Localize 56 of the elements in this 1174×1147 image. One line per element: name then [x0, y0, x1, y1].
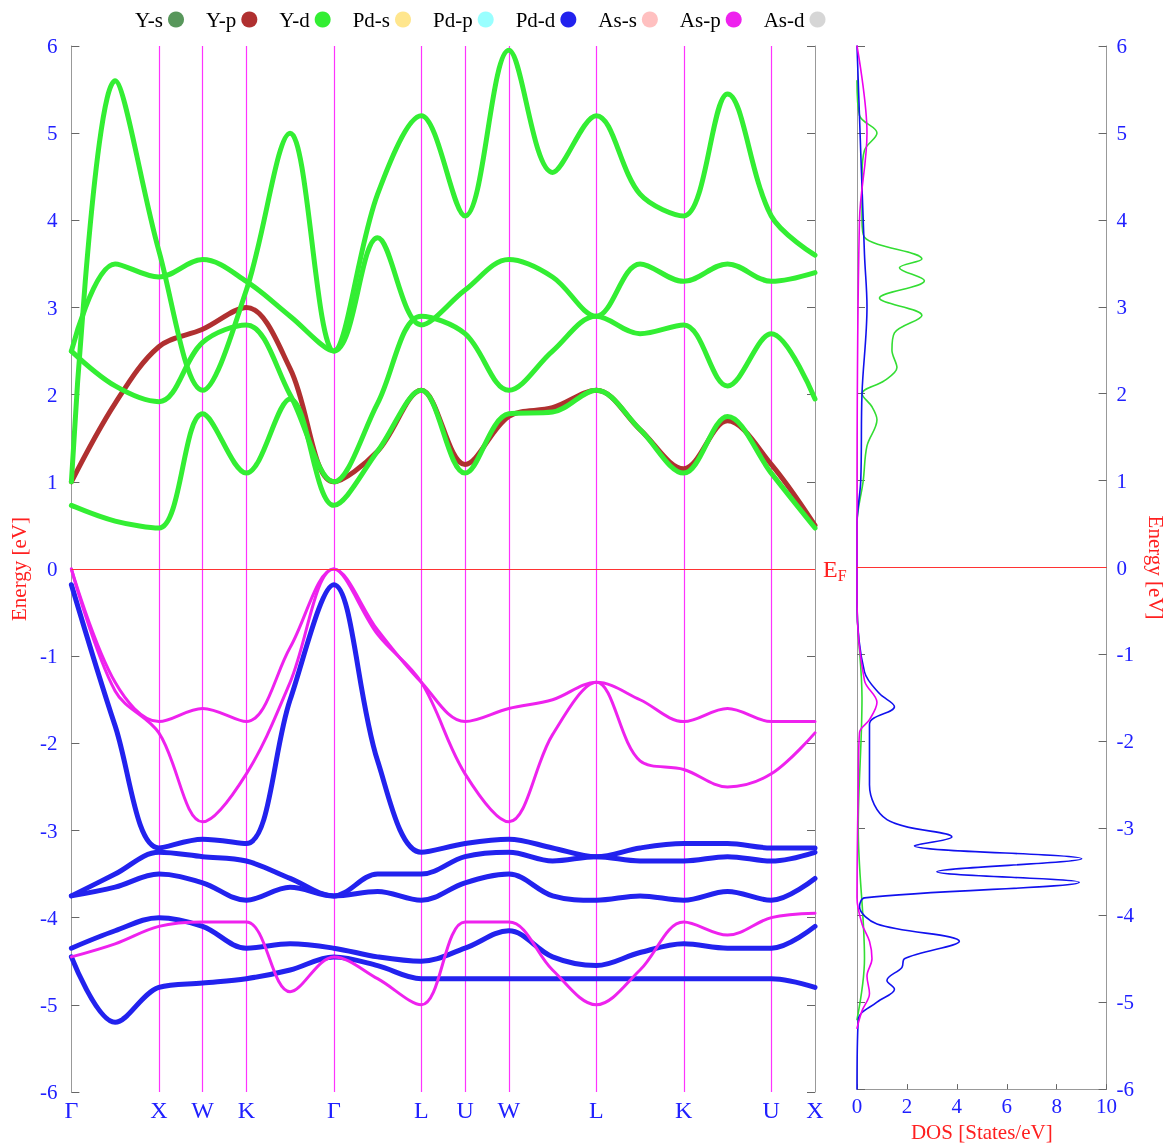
x-tick-label: 0	[851, 1093, 863, 1118]
x-tick-label: 4	[951, 1093, 963, 1118]
legend-label: As-s	[598, 7, 637, 32]
y-tick-label: -1	[39, 644, 58, 669]
y-tick-label: 3	[46, 295, 58, 320]
y-tick-label: 6	[46, 34, 58, 58]
y-tick-label: 0	[1116, 555, 1128, 580]
y-tick-label: 4	[46, 208, 58, 233]
x-axis-title: DOS [States/eV]	[910, 1119, 1053, 1144]
y-tick-label: 2	[1116, 381, 1128, 406]
y-axis-title: Energy [eV]	[6, 517, 31, 621]
y-tick-label: -3	[1116, 816, 1135, 841]
y-tick-label: -1	[1116, 642, 1135, 667]
y-tick-label: -2	[1116, 729, 1135, 754]
legend-label: Pd-s	[352, 7, 391, 32]
legend-label: As-d	[763, 7, 806, 32]
y-tick-label: -4	[39, 905, 58, 930]
legend-label: Pd-d	[515, 7, 556, 32]
legend-label: As-p	[679, 7, 721, 32]
x-tick-label: 8	[1051, 1093, 1062, 1118]
x-tick-label: L	[413, 1097, 429, 1123]
y-tick-label: 5	[1116, 120, 1128, 145]
x-tick-label: U	[762, 1097, 780, 1123]
x-tick-label: 6	[1001, 1093, 1013, 1118]
x-tick-label: K	[237, 1097, 256, 1123]
y-tick-label: -2	[39, 731, 58, 756]
y-tick-label: 1	[1116, 468, 1128, 493]
y-tick-label: 1	[46, 469, 58, 494]
legend-label: Pd-p	[433, 7, 473, 32]
x-tick-label: 10	[1096, 1093, 1118, 1118]
x-tick-label: W	[497, 1097, 521, 1123]
y-tick-label: -5	[39, 992, 58, 1017]
x-tick-label: X	[806, 1097, 824, 1123]
x-tick-label: Γ	[326, 1097, 341, 1123]
y-tick-label: -5	[1116, 990, 1135, 1015]
y-tick-label: 5	[46, 121, 58, 146]
x-tick-label: L	[588, 1097, 604, 1123]
y-axis-title: Energy [eV]	[1143, 515, 1168, 620]
x-tick-label: 2	[901, 1093, 913, 1118]
x-tick-label: Γ	[64, 1097, 79, 1123]
y-tick-label: 4	[1116, 207, 1128, 232]
y-tick-label: -6	[1116, 1077, 1135, 1102]
x-tick-label: X	[150, 1097, 168, 1123]
x-tick-label: W	[191, 1097, 215, 1123]
y-tick-label: -4	[1116, 903, 1135, 928]
y-tick-label: -3	[39, 818, 58, 843]
y-tick-label: 3	[1116, 294, 1128, 319]
legend-label: Y-d	[279, 7, 311, 32]
x-tick-label: K	[675, 1097, 694, 1123]
x-tick-label: U	[456, 1097, 474, 1123]
legend-label: Y-s	[134, 7, 163, 32]
y-tick-label: -6	[39, 1080, 58, 1104]
legend-label: Y-p	[205, 7, 237, 32]
y-tick-label: 6	[1116, 34, 1128, 58]
y-tick-label: 2	[46, 382, 58, 407]
y-tick-label: 0	[46, 557, 58, 581]
